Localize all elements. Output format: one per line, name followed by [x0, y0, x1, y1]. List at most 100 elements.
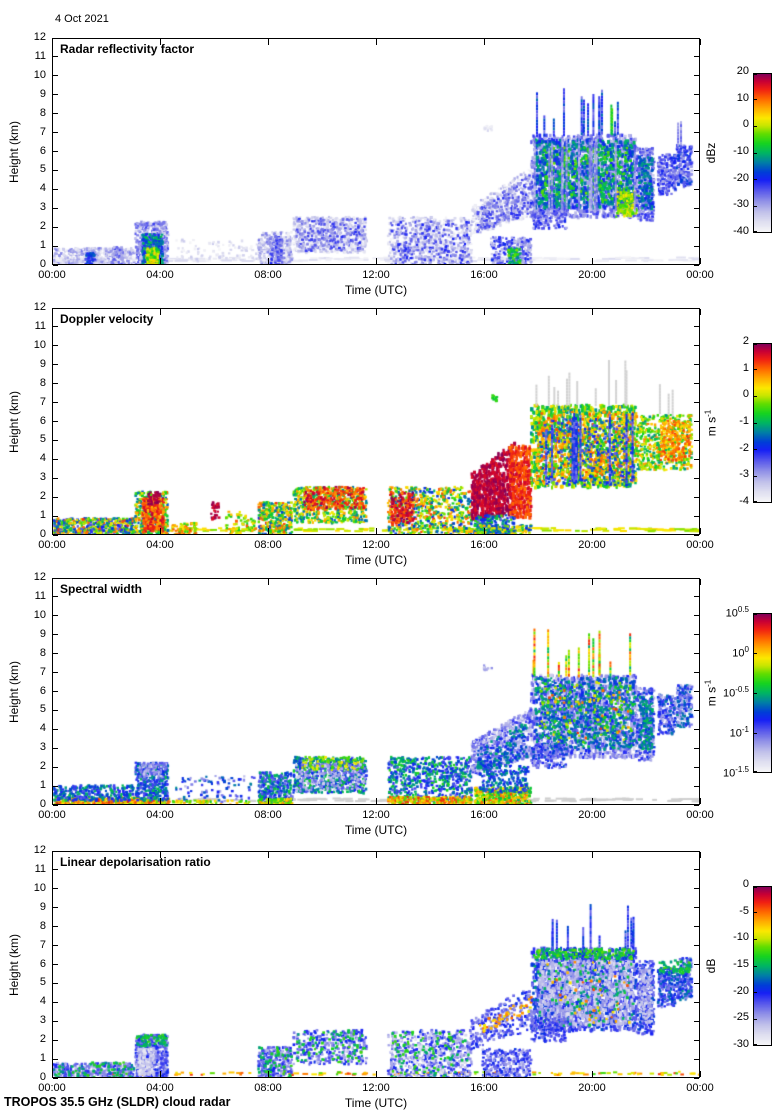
- y-tick-mark: [694, 421, 699, 422]
- y-tick-mark: [694, 534, 699, 536]
- y-tick-label: 9: [39, 900, 46, 913]
- x-tick-mark: [267, 1071, 269, 1077]
- x-tick-mark: [267, 258, 269, 264]
- colorbar-tick-label: 0: [742, 878, 749, 890]
- y-tick-mark: [53, 804, 58, 806]
- y-tick-label: 8: [39, 646, 46, 659]
- y-tick-label: 5: [39, 433, 46, 446]
- x-axis-label: Time (UTC): [344, 1096, 408, 1110]
- y-tick-label: 10: [33, 338, 46, 351]
- x-tick-mark: [699, 1071, 701, 1077]
- y-tick-mark: [53, 75, 58, 77]
- x-tick-mark: [591, 39, 593, 45]
- y-tick-label: 3: [39, 1014, 46, 1027]
- y-axis-label: Height (km): [7, 660, 21, 723]
- y-tick-mark: [694, 964, 699, 965]
- y-tick-mark: [53, 1077, 58, 1079]
- x-tick-mark: [51, 309, 53, 315]
- x-axis-label: Time (UTC): [344, 823, 408, 837]
- x-tick-mark: [483, 1071, 485, 1077]
- colorbar-tick-label: 10-0.5: [722, 685, 749, 700]
- x-tick-mark: [375, 258, 377, 264]
- y-tick-mark: [53, 888, 58, 890]
- y-tick-mark: [53, 926, 58, 928]
- colorbar-tick-label: -40: [733, 225, 749, 237]
- y-tick-mark: [694, 747, 699, 749]
- y-tick-mark: [53, 534, 58, 536]
- colorbar-tick-mark: [754, 230, 757, 232]
- colorbar-tick-mark: [754, 732, 757, 734]
- x-tick-mark: [375, 309, 377, 315]
- y-tick-mark: [53, 421, 58, 422]
- x-tick-mark: [699, 579, 701, 585]
- colorbar-tick-mark: [754, 992, 757, 994]
- y-tick-mark: [53, 515, 58, 517]
- y-tick-label: 12: [33, 844, 46, 856]
- y-tick-mark: [53, 785, 58, 787]
- y-tick-mark: [694, 477, 699, 479]
- y-tick-label: 0: [39, 528, 46, 540]
- instrument-credit: TROPOS 35.5 GHz (SLDR) cloud radar: [4, 1095, 231, 1109]
- colorbar-tick-mark: [754, 179, 757, 181]
- colorbar-frame: [753, 73, 772, 233]
- y-tick-mark: [694, 850, 699, 852]
- x-tick-label: 08:00: [254, 1082, 282, 1094]
- y-tick-mark: [53, 326, 58, 328]
- y-tick-mark: [694, 1077, 699, 1079]
- x-tick-label: 00:00: [38, 269, 66, 281]
- y-tick-label: 11: [34, 319, 46, 332]
- x-tick-mark: [591, 258, 593, 264]
- colorbar-tick-mark: [754, 613, 757, 615]
- colorbar-unit-label: dB: [704, 958, 718, 974]
- x-tick-mark: [159, 528, 161, 534]
- y-tick-mark: [53, 766, 58, 768]
- x-tick-mark: [267, 309, 269, 315]
- y-tick-mark: [53, 709, 58, 711]
- y-tick-label: 1: [39, 1052, 46, 1065]
- y-tick-mark: [53, 907, 58, 909]
- y-tick-mark: [53, 964, 58, 965]
- colorbar-unit-label: dBz: [704, 142, 718, 164]
- y-tick-label: 2: [39, 760, 46, 773]
- colorbar-tick-mark: [754, 652, 757, 654]
- y-tick-label: 12: [33, 571, 46, 583]
- y-tick-label: 3: [39, 201, 46, 214]
- y-tick-mark: [694, 728, 699, 730]
- colorbar-tick-label: -10: [733, 145, 749, 157]
- x-tick-label: 04:00: [146, 539, 174, 551]
- colorbar-tick-mark: [754, 422, 757, 424]
- colorbar-frame: [753, 343, 772, 503]
- colorbar-tick-label: -10: [733, 931, 749, 944]
- y-tick-mark: [694, 226, 699, 228]
- colorbar-tick-mark: [754, 475, 757, 477]
- y-tick-mark: [694, 364, 699, 366]
- colorbar-tick-label: 100.5: [725, 605, 749, 620]
- x-tick-mark: [51, 1071, 53, 1077]
- x-tick-label: 00:00: [38, 809, 66, 821]
- colorbar-tick-mark: [754, 99, 757, 101]
- y-tick-label: 11: [34, 49, 46, 62]
- y-tick-mark: [694, 1001, 699, 1003]
- colorbar-tick-label: 10: [736, 91, 749, 104]
- y-tick-label: 1: [39, 779, 46, 792]
- y-tick-label: 6: [39, 957, 46, 970]
- velocity-heatmap-canvas: [52, 308, 700, 535]
- plot-frame: [52, 851, 700, 1078]
- x-tick-label: 00:00: [686, 269, 714, 281]
- x-tick-mark: [159, 1071, 161, 1077]
- x-tick-label: 08:00: [254, 539, 282, 551]
- x-tick-mark: [591, 579, 593, 585]
- y-tick-label: 0: [39, 258, 46, 270]
- y-tick-label: 10: [33, 68, 46, 81]
- colorbar-tick-label: -3: [739, 468, 749, 481]
- colorbar-tick-mark: [754, 395, 757, 397]
- x-tick-mark: [159, 852, 161, 858]
- y-tick-label: 7: [39, 125, 46, 138]
- x-tick-label: 04:00: [146, 269, 174, 281]
- colorbar-tick-label: -2: [739, 441, 749, 454]
- colorbar-tick-label: -30: [733, 198, 749, 211]
- x-tick-mark: [267, 579, 269, 585]
- x-tick-mark: [591, 1071, 593, 1077]
